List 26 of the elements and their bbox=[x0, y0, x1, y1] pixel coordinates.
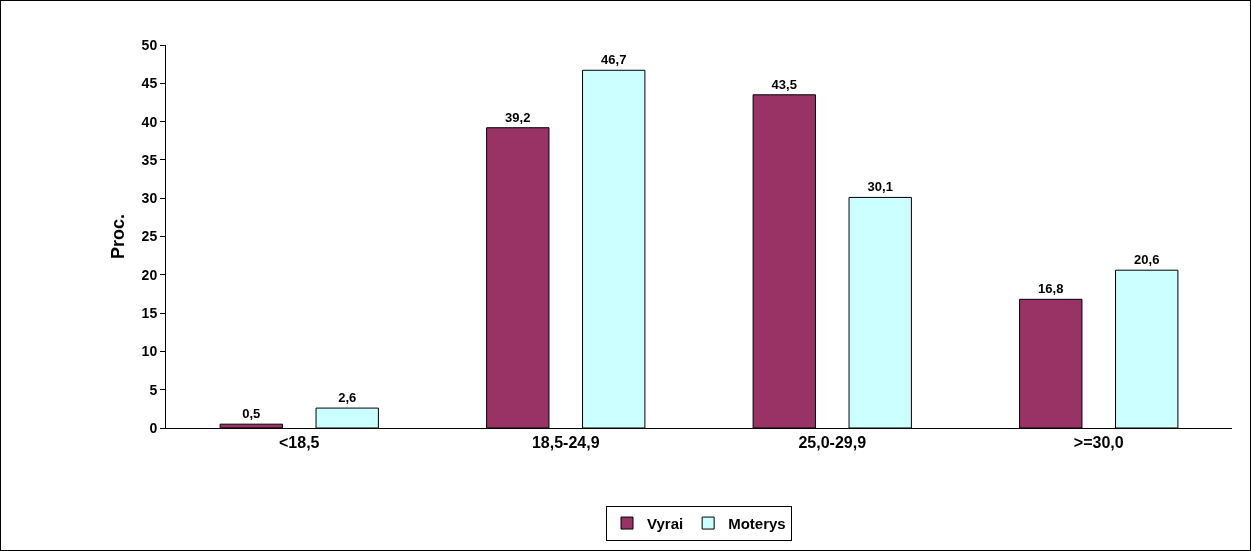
x-tick-label: 18,5-24,9 bbox=[531, 434, 600, 452]
y-tick-label: 45 bbox=[141, 75, 158, 92]
legend-label: Vyrai bbox=[647, 514, 684, 532]
data-label: 20,6 bbox=[1134, 252, 1160, 268]
data-label: 16,8 bbox=[1038, 281, 1064, 297]
data-label: 30,1 bbox=[867, 179, 893, 195]
data-label: 2,6 bbox=[338, 390, 357, 406]
data-label: 43,5 bbox=[771, 76, 797, 92]
legend-label: Moterys bbox=[728, 514, 786, 532]
y-tick-label: 0 bbox=[149, 419, 158, 436]
y-tick-label: 25 bbox=[141, 228, 158, 245]
y-tick-label: 20 bbox=[141, 266, 158, 283]
x-tick-label: <18,5 bbox=[279, 434, 320, 452]
data-label: 0,5 bbox=[242, 406, 261, 422]
y-tick-label: 40 bbox=[141, 113, 158, 130]
y-axis-title: Proc. bbox=[107, 213, 128, 260]
data-label: 39,2 bbox=[505, 109, 531, 125]
y-tick-label: 10 bbox=[141, 343, 158, 360]
y-tick-label: 30 bbox=[141, 190, 158, 207]
y-tick-label: 50 bbox=[141, 36, 158, 53]
y-tick-label: 5 bbox=[149, 381, 158, 398]
y-tick-label: 35 bbox=[141, 151, 158, 168]
data-label: 46,7 bbox=[601, 52, 627, 68]
x-tick-label: 25,0-29,9 bbox=[798, 434, 867, 452]
x-tick-label: >=30,0 bbox=[1073, 434, 1124, 452]
y-tick-label: 15 bbox=[141, 305, 158, 321]
